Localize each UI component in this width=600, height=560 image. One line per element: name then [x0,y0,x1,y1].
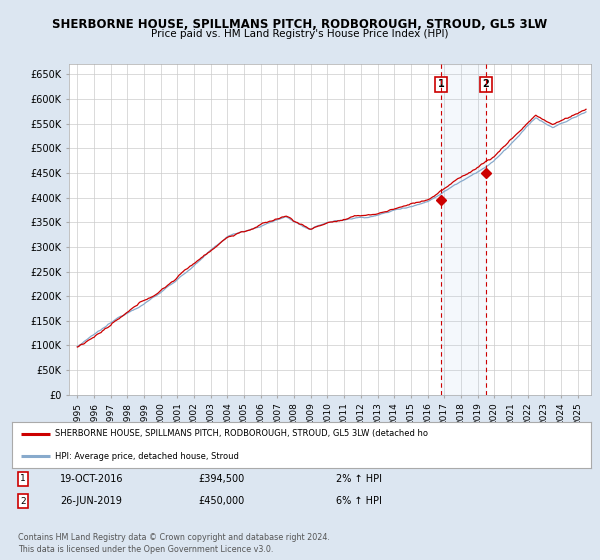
Text: 1: 1 [20,474,26,483]
Text: 2% ↑ HPI: 2% ↑ HPI [336,474,382,484]
Text: Contains HM Land Registry data © Crown copyright and database right 2024.
This d: Contains HM Land Registry data © Crown c… [18,533,330,554]
Text: 2: 2 [482,79,490,89]
Text: 26-JUN-2019: 26-JUN-2019 [60,496,122,506]
Text: 2: 2 [20,497,26,506]
Text: SHERBORNE HOUSE, SPILLMANS PITCH, RODBOROUGH, STROUD, GL5 3LW (detached ho: SHERBORNE HOUSE, SPILLMANS PITCH, RODBOR… [55,429,428,438]
Text: £394,500: £394,500 [198,474,244,484]
Text: 19-OCT-2016: 19-OCT-2016 [60,474,124,484]
Text: SHERBORNE HOUSE, SPILLMANS PITCH, RODBOROUGH, STROUD, GL5 3LW: SHERBORNE HOUSE, SPILLMANS PITCH, RODBOR… [52,18,548,31]
Text: HPI: Average price, detached house, Stroud: HPI: Average price, detached house, Stro… [55,451,239,461]
Text: £450,000: £450,000 [198,496,244,506]
Text: Price paid vs. HM Land Registry's House Price Index (HPI): Price paid vs. HM Land Registry's House … [151,29,449,39]
Bar [441,64,486,395]
Text: 6% ↑ HPI: 6% ↑ HPI [336,496,382,506]
Text: 1: 1 [437,79,444,89]
